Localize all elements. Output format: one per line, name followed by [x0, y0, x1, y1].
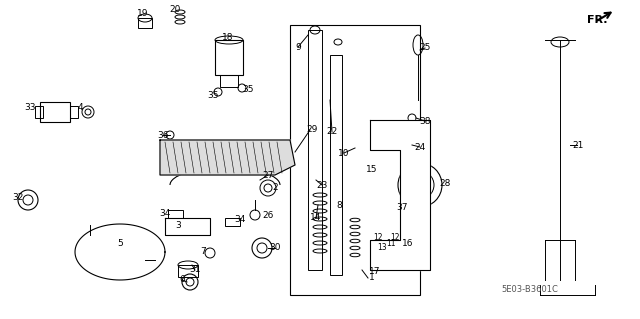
Text: FR.: FR. [587, 15, 607, 25]
Text: 25: 25 [419, 43, 431, 53]
Bar [308, 30, 322, 270]
Text: 19: 19 [137, 9, 148, 18]
Text: 33: 33 [24, 103, 36, 113]
Text: 35: 35 [243, 85, 253, 94]
Text: 3: 3 [175, 220, 181, 229]
Text: 26: 26 [262, 211, 274, 219]
Polygon shape [370, 120, 430, 270]
Text: 27: 27 [262, 170, 274, 180]
Text: 2: 2 [272, 183, 278, 192]
Text: 20: 20 [170, 5, 180, 14]
Text: 5E03-B3601C: 5E03-B3601C [502, 286, 559, 294]
Text: 31: 31 [189, 265, 201, 275]
Text: 11: 11 [387, 239, 396, 248]
Text: 12: 12 [390, 233, 400, 241]
Text: 38: 38 [419, 116, 431, 125]
Text: 22: 22 [326, 128, 338, 137]
Text: 15: 15 [366, 166, 378, 174]
Bar [330, 55, 342, 275]
Text: 16: 16 [403, 239, 413, 248]
Polygon shape [160, 140, 295, 175]
Bar [40, 102, 70, 122]
Text: 4: 4 [77, 103, 83, 113]
Text: 29: 29 [307, 125, 317, 135]
Text: 13: 13 [377, 243, 387, 253]
Text: 18: 18 [222, 33, 234, 42]
Bar [178, 265, 198, 277]
Text: 32: 32 [12, 192, 24, 202]
Bar [225, 218, 240, 226]
Text: 34: 34 [234, 216, 246, 225]
Text: 5: 5 [117, 239, 123, 248]
Text: 37: 37 [396, 203, 408, 211]
Bar [220, 75, 238, 87]
Bar [138, 18, 152, 28]
Text: 8: 8 [336, 201, 342, 210]
Text: 30: 30 [269, 243, 281, 253]
Text: 35: 35 [207, 91, 219, 100]
Text: 1: 1 [369, 273, 375, 283]
Bar [35, 106, 43, 118]
Bar [215, 40, 243, 75]
Text: 28: 28 [439, 179, 451, 188]
Bar [70, 106, 78, 118]
Text: 9: 9 [295, 42, 301, 51]
Text: 17: 17 [369, 268, 381, 277]
Text: 36: 36 [157, 130, 169, 139]
Text: 23: 23 [316, 181, 328, 189]
Bar [168, 210, 183, 218]
Text: 7: 7 [200, 248, 206, 256]
Text: 14: 14 [310, 213, 322, 222]
Text: 10: 10 [339, 149, 349, 158]
Text: 6: 6 [179, 276, 185, 285]
Text: 12: 12 [373, 233, 383, 241]
Text: 24: 24 [414, 143, 426, 152]
Bar [290, 25, 420, 295]
Text: 34: 34 [159, 209, 171, 218]
Text: 21: 21 [572, 140, 584, 150]
